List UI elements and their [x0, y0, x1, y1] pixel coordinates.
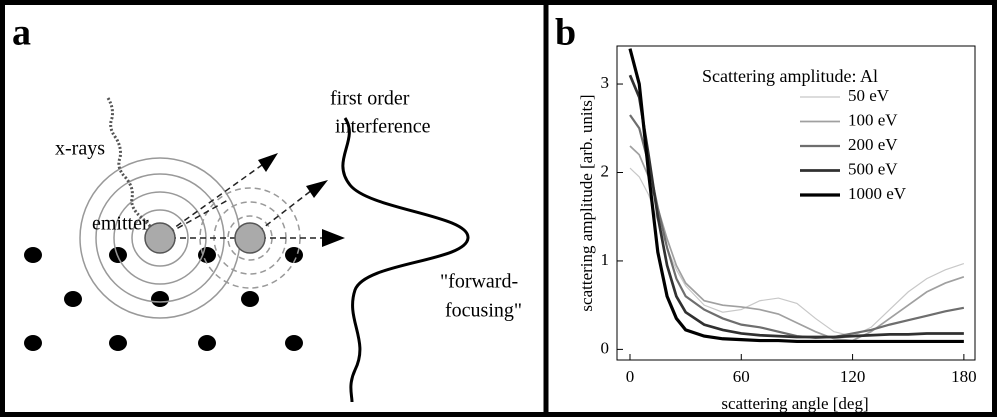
legend-label: 200 eV — [848, 135, 898, 154]
y-axis-label: scattering amplitude [arb. units] — [577, 94, 596, 311]
panel-label: a — [12, 12, 31, 54]
interference-curve — [341, 117, 470, 403]
series-line — [629, 145, 965, 342]
legend-label: 500 eV — [848, 159, 898, 178]
legend-label: 50 eV — [848, 86, 890, 105]
series-line — [628, 74, 964, 339]
y-tick-label: 1 — [601, 250, 610, 269]
y-tick-label: 3 — [601, 73, 610, 92]
xray-beam — [106, 97, 162, 238]
legend-label: 100 eV — [848, 110, 898, 129]
interference-label: interference — [335, 116, 431, 138]
series-line — [629, 114, 965, 339]
xray-label: x-rays — [55, 138, 105, 160]
series-line — [629, 167, 965, 337]
scatter-atom — [234, 222, 266, 254]
forward-label: "forward- — [440, 271, 518, 293]
series-line — [628, 48, 964, 344]
x-tick-label: 120 — [840, 367, 866, 386]
lattice — [24, 247, 303, 351]
chart-title: Scattering amplitude: Al — [702, 66, 878, 86]
legend-label: 1000 eV — [848, 184, 907, 203]
interference-label: first order — [330, 88, 410, 110]
y-tick-label: 0 — [601, 338, 610, 357]
panel-label: b — [555, 12, 576, 54]
x-tick-label: 180 — [951, 367, 977, 386]
x-tick-label: 60 — [733, 367, 750, 386]
emitter-atom — [144, 222, 176, 254]
y-tick-label: 2 — [601, 161, 610, 180]
emitter-label: emitter — [92, 213, 149, 235]
forward-label: focusing" — [445, 300, 522, 322]
plot-frame — [616, 45, 976, 361]
x-tick-label: 0 — [626, 367, 635, 386]
x-axis-label: scattering angle [deg] — [721, 394, 868, 413]
